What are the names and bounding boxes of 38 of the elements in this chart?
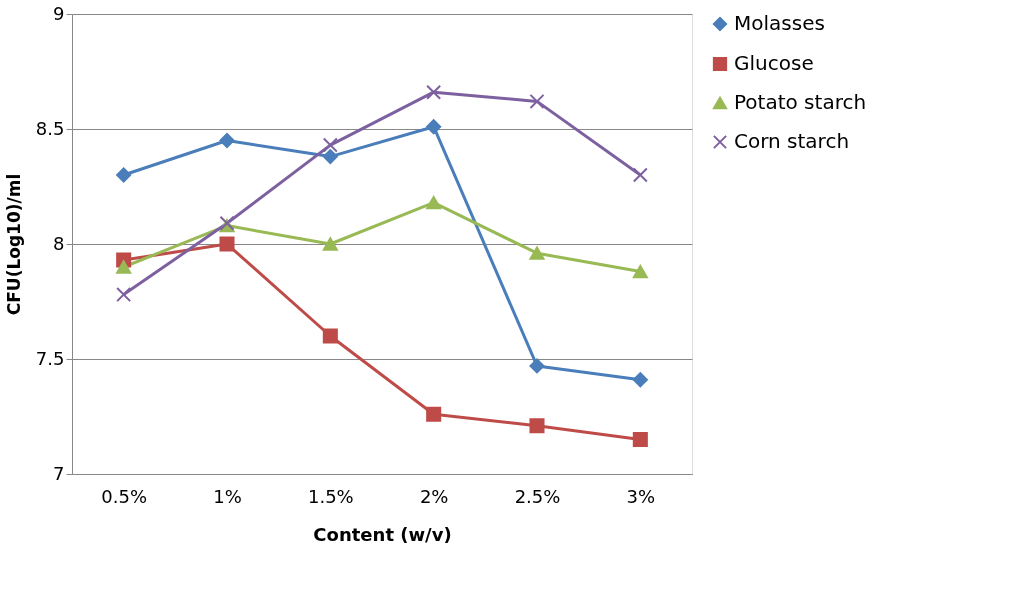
point [322, 237, 338, 251]
point [116, 287, 132, 303]
point [529, 418, 545, 434]
y-axis-title: CFU(Log10)/ml [3, 173, 24, 316]
point [322, 328, 338, 344]
point [426, 119, 442, 135]
x-tick-label: 1.5% [307, 485, 354, 507]
point [219, 132, 235, 149]
point [426, 195, 442, 210]
y-tick-label: 7 [53, 462, 65, 484]
point [322, 137, 338, 153]
x-tick-label: 2% [419, 485, 449, 507]
point [426, 406, 442, 422]
y-tick-label: 8.5 [35, 117, 65, 139]
x-tick-label: 2.5% [514, 485, 561, 507]
legend-label: Corn starch [734, 129, 850, 153]
legend-label: Molasses [734, 11, 825, 35]
point [632, 372, 648, 388]
point [632, 431, 648, 448]
point [632, 264, 648, 279]
x-axis-title: Content (w/v) [313, 523, 452, 545]
point [426, 84, 442, 100]
y-tick-label: 7.5 [35, 347, 65, 369]
point [529, 93, 545, 109]
point [529, 246, 545, 260]
point [219, 236, 235, 252]
x-tick-label: 0.5% [101, 485, 148, 507]
point [632, 167, 648, 183]
y-tick-label: 8 [53, 232, 65, 254]
point [322, 149, 338, 165]
legend-label: Glucose [734, 51, 814, 75]
legend-label: Potato starch [734, 90, 867, 114]
point [529, 358, 545, 374]
y-tick-label: 9 [53, 2, 65, 24]
point [116, 167, 132, 183]
x-tick-label: 1% [213, 485, 242, 507]
point [116, 260, 132, 274]
x-tick-label: 3% [626, 485, 656, 507]
